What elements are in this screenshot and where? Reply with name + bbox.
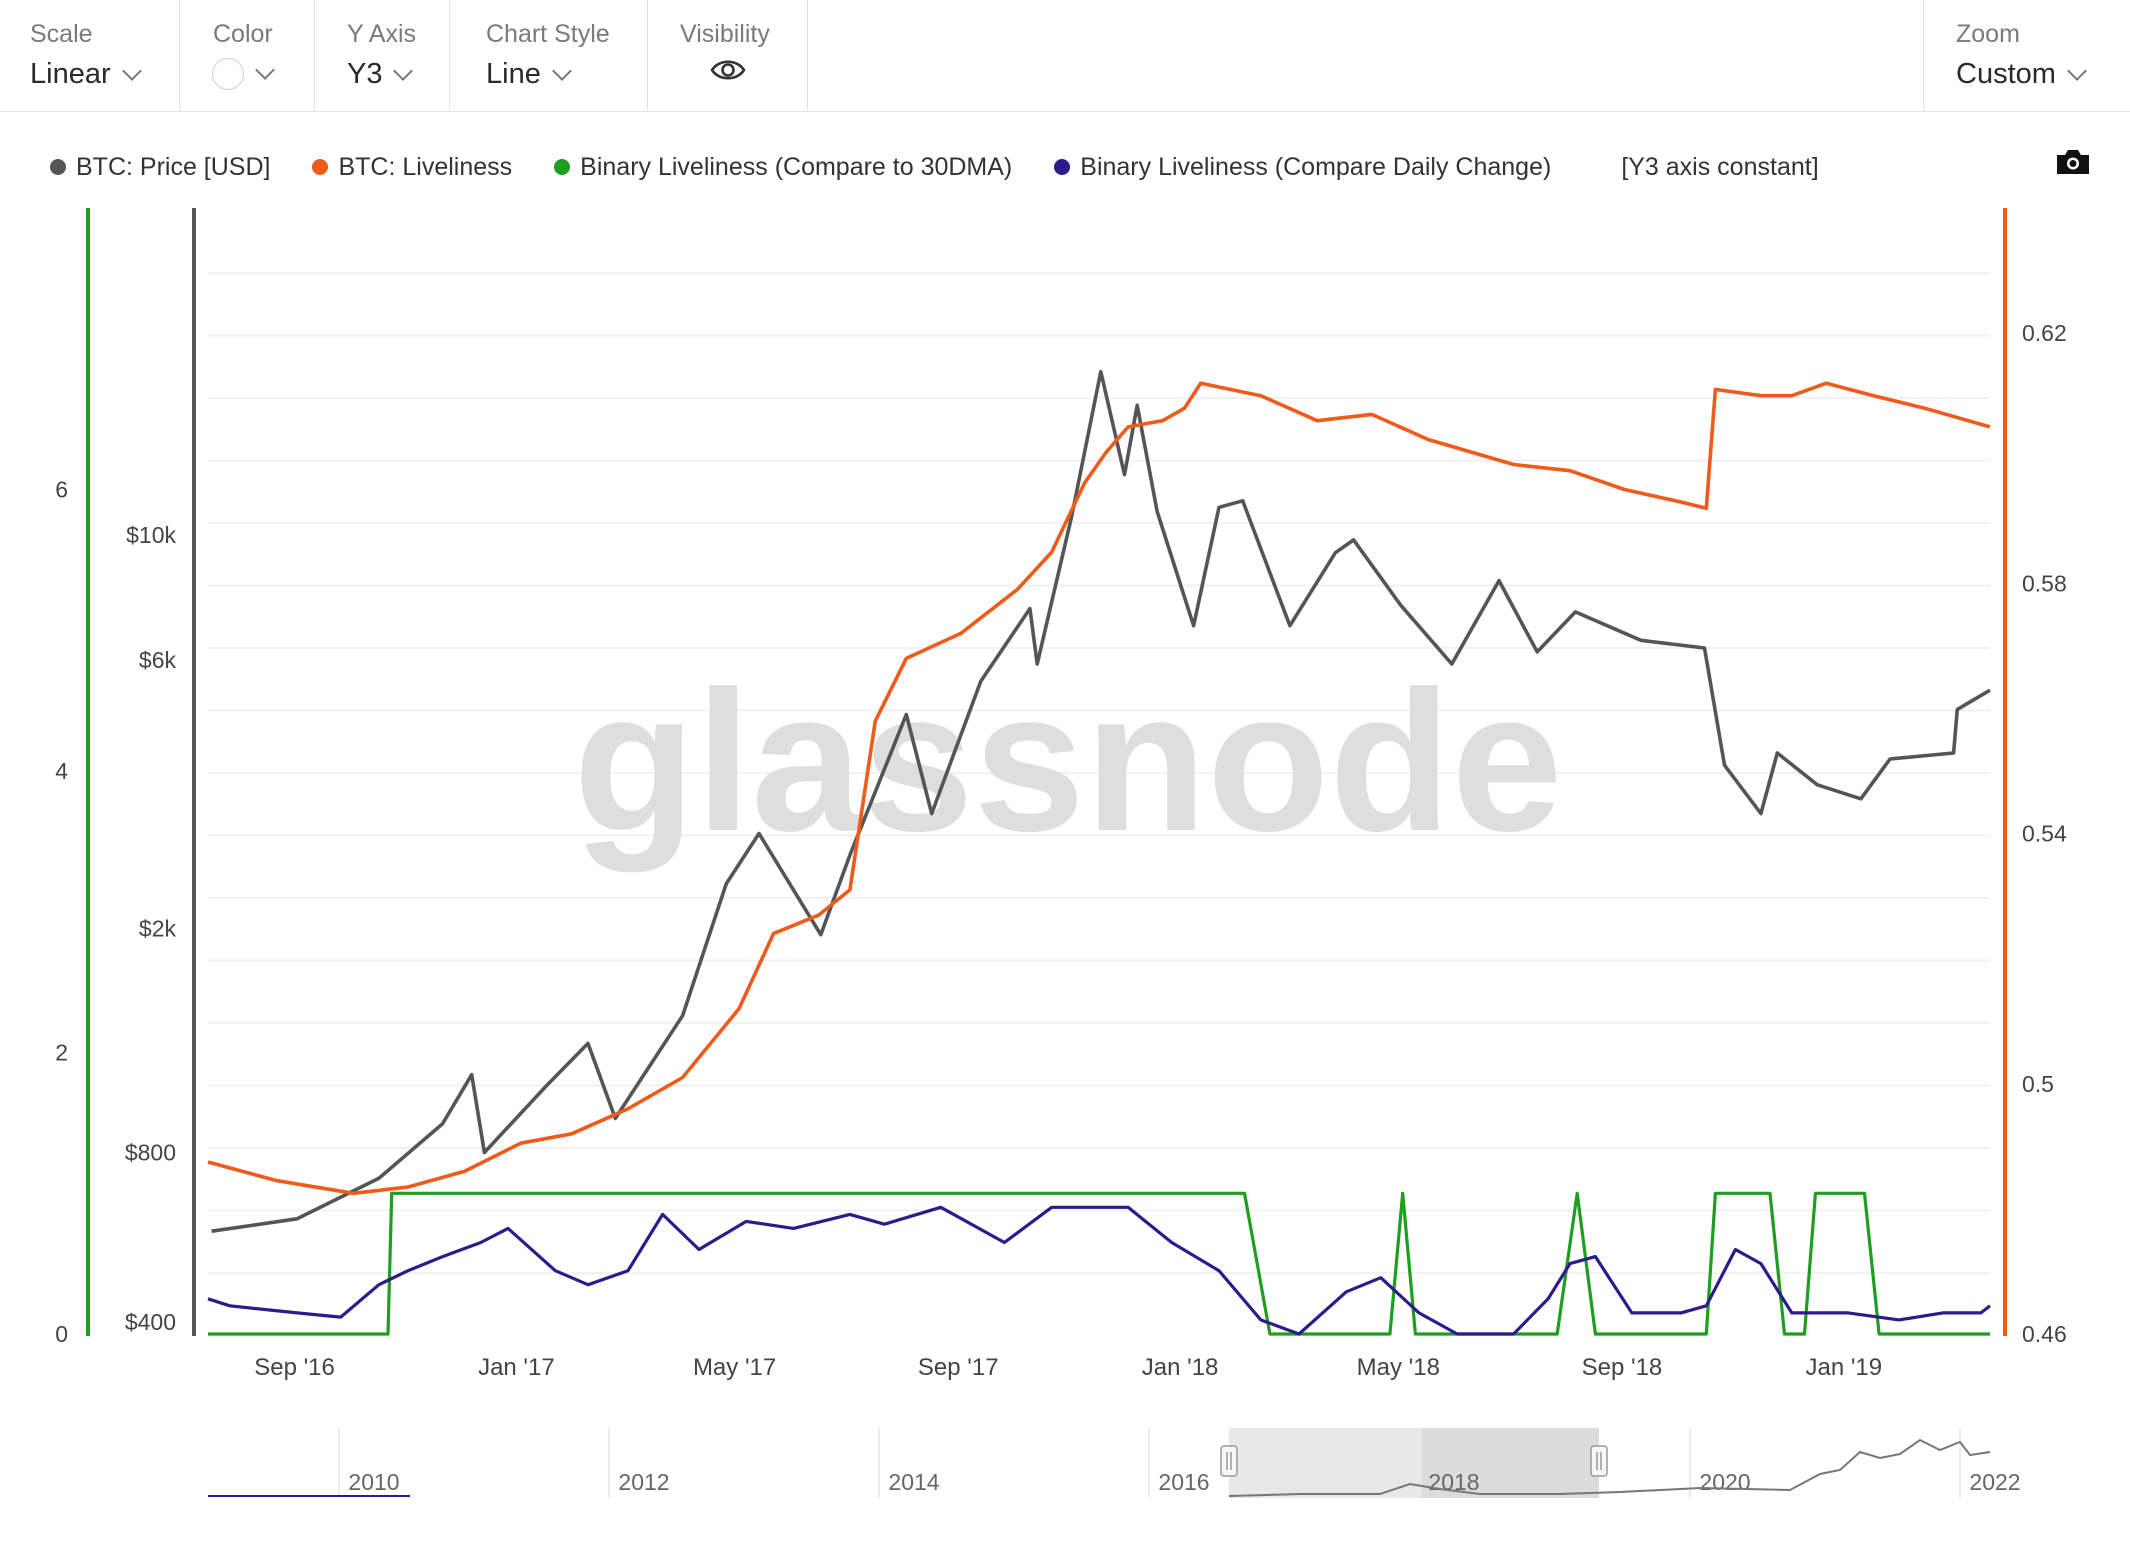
chevron-down-icon [255, 60, 275, 80]
scale-control[interactable]: Scale Linear [0, 0, 180, 110]
x-tick-label: Jan '18 [1142, 1354, 1219, 1381]
green-tick-label: 4 [55, 758, 68, 784]
legend-dot [50, 159, 66, 175]
yaxis-label: Y Axis [347, 20, 417, 48]
price-tick-label: $6k [139, 647, 177, 673]
legend-label: Binary Liveliness (Compare Daily Change) [1080, 152, 1552, 181]
navigator-year-label: 2020 [1699, 1469, 1750, 1495]
legend-item-y3-constant[interactable]: [Y3 axis constant] [1621, 153, 1818, 182]
legend-label: BTC: Liveliness [338, 152, 513, 181]
price-tick-label: $800 [125, 1140, 176, 1166]
green-tick-label: 2 [55, 1040, 68, 1066]
right-tick-label: 0.5 [2022, 1071, 2054, 1097]
green-tick-label: 0 [55, 1321, 68, 1347]
right-tick-label: 0.46 [2022, 1321, 2067, 1347]
series-line [207, 1205, 1991, 1336]
price-tick-label: $10k [126, 522, 176, 548]
chart-toolbar: Scale Linear Color Y Axis Y3 Chart Style… [0, 0, 2130, 112]
legend-label: [Y3 axis constant] [1621, 152, 1819, 181]
yaxis-dropdown[interactable]: Y3 [347, 58, 414, 91]
series-line [207, 381, 1991, 1196]
series-group [207, 369, 1991, 1336]
navigator-selection [1229, 1428, 1599, 1498]
series-line [208, 1191, 1990, 1336]
watermark: glassnode [573, 650, 1562, 873]
chevron-down-icon [393, 60, 414, 81]
zoom-value: Custom [1956, 58, 2056, 90]
navigator-year-label: 2016 [1158, 1469, 1209, 1495]
navigator-year-label: 2012 [618, 1469, 669, 1495]
navigator-selection-core [1422, 1428, 1599, 1498]
color-label: Color [213, 20, 273, 48]
navigator: 2010 2012 2014 2016 2018 2020 2022 [208, 1428, 2021, 1498]
x-tick-label: May '17 [693, 1354, 776, 1381]
navigator-year-label: 2022 [1969, 1469, 2020, 1495]
visibility-toggle[interactable] [710, 56, 746, 84]
green-tick-label: 6 [55, 477, 68, 503]
eye-icon [710, 60, 746, 80]
navigator-handle[interactable] [1220, 1445, 1238, 1477]
chevron-down-icon [121, 60, 142, 81]
zoom-control[interactable]: Zoom Custom [1923, 0, 2130, 110]
legend-label: BTC: Price [USD] [76, 152, 271, 181]
legend-dot [1054, 159, 1071, 175]
price-tick-label: $2k [139, 916, 177, 942]
scale-label: Scale [30, 20, 93, 48]
chevron-down-icon [551, 60, 572, 81]
color-swatch-icon [212, 58, 244, 90]
chart-style-value: Line [486, 58, 541, 90]
chart-style-dropdown[interactable]: Line [486, 58, 572, 91]
visibility-control[interactable]: Visibility [648, 0, 808, 110]
x-tick-label: May '18 [1357, 1354, 1440, 1381]
x-tick-label: Jan '19 [1805, 1354, 1882, 1381]
x-tick-label: Sep '17 [918, 1354, 999, 1381]
chart-style-label: Chart Style [486, 20, 610, 48]
color-control[interactable]: Color [180, 0, 315, 110]
scale-value: Linear [30, 58, 111, 90]
price-tick-label: $400 [125, 1309, 176, 1335]
yaxis-control[interactable]: Y Axis Y3 [315, 0, 450, 110]
legend-item-binary-30dma[interactable]: Binary Liveliness (Compare to 30DMA) [554, 153, 1012, 182]
yaxis-value: Y3 [347, 58, 383, 90]
navigator-track [208, 1428, 1990, 1498]
scale-dropdown[interactable]: Linear [30, 58, 142, 91]
x-tick-label: Sep '16 [254, 1354, 335, 1381]
chart-legend: BTC: Price [USD] BTC: Liveliness Binary … [50, 150, 1861, 184]
legend-item-liveliness[interactable]: BTC: Liveliness [312, 153, 512, 182]
navigator-handle[interactable] [1590, 1445, 1608, 1477]
x-tick-label: Sep '18 [1582, 1354, 1663, 1381]
right-tick-label: 0.58 [2022, 570, 2067, 596]
zoom-label: Zoom [1956, 20, 2020, 48]
visibility-label: Visibility [680, 20, 770, 48]
navigator-price-line [1228, 1438, 1991, 1497]
series-line [211, 369, 1991, 1233]
legend-label: Binary Liveliness (Compare to 30DMA) [580, 152, 1013, 181]
legend-dot [312, 159, 329, 175]
chevron-down-icon [2067, 60, 2087, 81]
legend-item-price[interactable]: BTC: Price [USD] [50, 153, 270, 182]
navigator-year-label: 2018 [1428, 1469, 1479, 1495]
right-tick-label: 0.54 [2022, 821, 2067, 847]
navigator-year-label: 2014 [888, 1469, 939, 1495]
legend-item-binary-daily[interactable]: Binary Liveliness (Compare Daily Change) [1054, 153, 1551, 182]
x-tick-label: Jan '17 [478, 1354, 555, 1381]
camera-icon[interactable] [2055, 148, 2091, 176]
right-tick-label: 0.62 [2022, 320, 2067, 346]
grid-lines [208, 272, 1990, 1274]
navigator-year-label: 2010 [348, 1469, 399, 1495]
color-dropdown[interactable] [212, 58, 275, 90]
legend-dot [554, 159, 571, 175]
axis-ticks: 0 2 4 6 $400 $800 $2k $6k $10k 0.46 0.5 0.54 0.58 0.6… [55, 320, 2067, 1381]
zoom-dropdown[interactable]: Custom [1956, 58, 2087, 91]
chart-style-control[interactable]: Chart Style Line [450, 0, 648, 110]
